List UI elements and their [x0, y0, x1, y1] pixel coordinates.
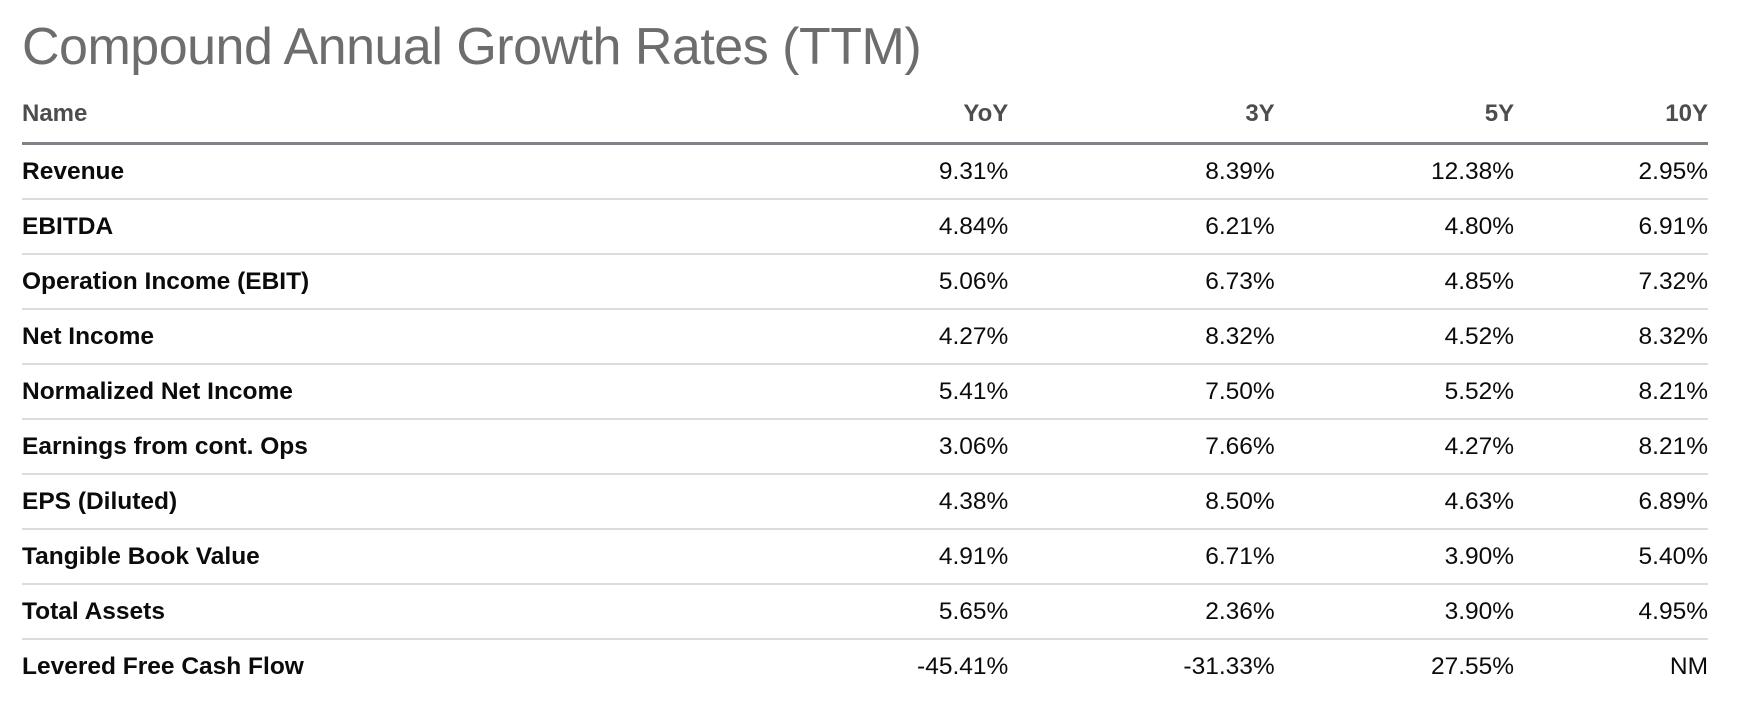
row-name: Total Assets: [22, 584, 764, 641]
value-10y: 8.21%: [1514, 419, 1708, 476]
cagr-table: Name YoY 3Y 5Y 10Y Revenue 9.31% 8.39% 1…: [22, 100, 1708, 693]
table-row: Revenue 9.31% 8.39% 12.38% 2.95%: [22, 143, 1708, 201]
value-10y: 7.32%: [1514, 254, 1708, 311]
value-5y: 3.90%: [1274, 584, 1515, 641]
page-title: Compound Annual Growth Rates (TTM): [22, 18, 922, 76]
value-5y: 4.85%: [1274, 254, 1515, 311]
value-10y: 8.32%: [1514, 309, 1708, 366]
column-header-name: Name: [22, 100, 764, 146]
value-3y: 8.50%: [1008, 474, 1275, 531]
column-header-yoy: YoY: [763, 100, 1009, 146]
value-5y: 5.52%: [1274, 364, 1515, 421]
row-name: Normalized Net Income: [22, 364, 764, 421]
value-3y: 8.39%: [1008, 143, 1275, 201]
row-name: Revenue: [22, 143, 764, 201]
value-10y: 6.91%: [1514, 199, 1708, 256]
value-yoy: -45.41%: [917, 652, 1009, 680]
value-3y: 7.66%: [1008, 419, 1275, 476]
value-3y: 8.32%: [1008, 309, 1275, 366]
value-3y: 6.71%: [1008, 529, 1275, 586]
value-5y: 27.55%: [1430, 652, 1515, 680]
value-yoy: 3.06%: [763, 419, 1009, 476]
row-name: Earnings from cont. Ops: [22, 419, 764, 476]
value-3y: 6.21%: [1008, 199, 1275, 256]
value-5y: 3.90%: [1274, 529, 1515, 586]
value-5y: 12.38%: [1274, 143, 1515, 201]
column-header-5y: 5Y: [1274, 100, 1515, 146]
value-3y: 2.36%: [1008, 584, 1275, 641]
value-5y: 4.52%: [1274, 309, 1515, 366]
header-row: Name YoY 3Y 5Y 10Y: [22, 100, 1708, 146]
row-name: Tangible Book Value: [22, 529, 764, 586]
value-10y: 2.95%: [1514, 143, 1708, 201]
value-3y: 6.73%: [1008, 254, 1275, 311]
table-header: Name YoY 3Y 5Y 10Y: [22, 100, 1708, 146]
value-yoy: 5.41%: [763, 364, 1009, 421]
value-yoy: 5.06%: [763, 254, 1009, 311]
value-5y: 4.80%: [1274, 199, 1515, 256]
table-row: EPS (Diluted) 4.38% 8.50% 4.63% 6.89%: [22, 474, 1708, 531]
value-3y: -31.33%: [1183, 652, 1275, 680]
value-10y: 6.89%: [1514, 474, 1708, 531]
row-name: Net Income: [22, 309, 764, 366]
value-5y: 4.27%: [1274, 419, 1515, 476]
value-10y: 4.95%: [1514, 584, 1708, 641]
table-row: Total Assets 5.65% 2.36% 3.90% 4.95%: [22, 584, 1708, 641]
value-10y: NM: [1669, 652, 1708, 680]
table-row: Normalized Net Income 5.41% 7.50% 5.52% …: [22, 364, 1708, 421]
value-10y: 8.21%: [1514, 364, 1708, 421]
row-name: Levered Free Cash Flow: [22, 652, 304, 680]
table-row: Earnings from cont. Ops 3.06% 7.66% 4.27…: [22, 419, 1708, 476]
column-header-3y: 3Y: [1008, 100, 1275, 146]
table-row: Levered Free Cash Flow -45.41% -31.33% 2…: [22, 639, 1708, 693]
column-header-10y: 10Y: [1514, 100, 1708, 146]
row-name: EPS (Diluted): [22, 474, 764, 531]
table-row: Net Income 4.27% 8.32% 4.52% 8.32%: [22, 309, 1708, 366]
value-yoy: 4.27%: [763, 309, 1009, 366]
value-yoy: 4.91%: [763, 529, 1009, 586]
value-yoy: 5.65%: [763, 584, 1009, 641]
value-yoy: 9.31%: [763, 143, 1009, 201]
value-3y: 7.50%: [1008, 364, 1275, 421]
row-name: Operation Income (EBIT): [22, 254, 764, 311]
value-10y: 5.40%: [1514, 529, 1708, 586]
table-row: EBITDA 4.84% 6.21% 4.80% 6.91%: [22, 199, 1708, 256]
table-body: Revenue 9.31% 8.39% 12.38% 2.95% EBITDA …: [22, 143, 1708, 694]
value-5y: 4.63%: [1274, 474, 1515, 531]
value-yoy: 4.84%: [763, 199, 1009, 256]
table-row: Tangible Book Value 4.91% 6.71% 3.90% 5.…: [22, 529, 1708, 586]
value-yoy: 4.38%: [763, 474, 1009, 531]
row-name: EBITDA: [22, 199, 764, 256]
table-row: Operation Income (EBIT) 5.06% 6.73% 4.85…: [22, 254, 1708, 311]
